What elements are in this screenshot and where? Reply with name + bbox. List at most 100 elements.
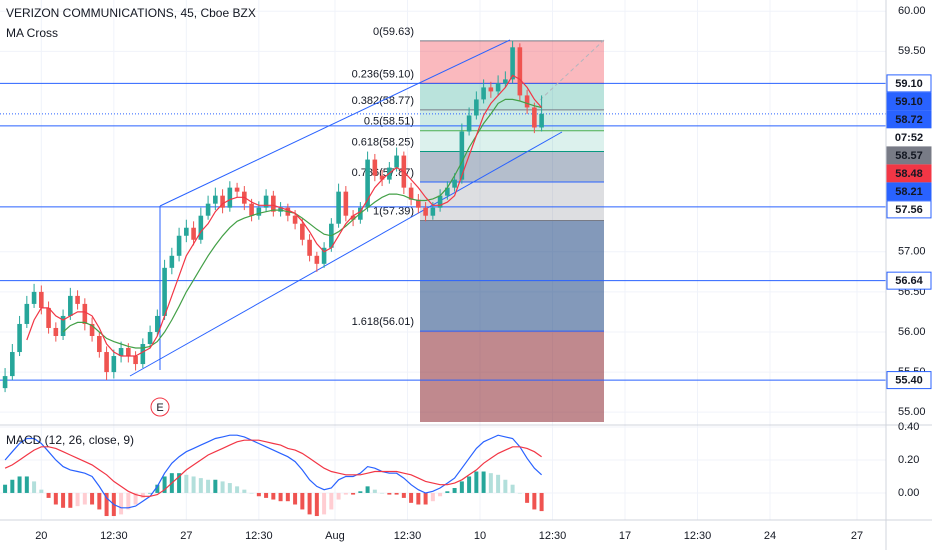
fib-zone [420, 331, 604, 422]
macd-hist-bar [3, 484, 8, 493]
macd-hist-bar [198, 478, 203, 493]
candle-body [176, 235, 182, 256]
macd-hist-bar [430, 492, 435, 502]
candle-body [379, 175, 385, 180]
price-badge-label: 57.56 [895, 204, 923, 216]
y-tick-label: 56.00 [898, 326, 926, 338]
chart-title: VERIZON COMMUNICATIONS, 45, Cboe BZX [6, 6, 256, 20]
drawings [129, 39, 605, 377]
earnings-marker [150, 397, 170, 417]
candle-body [423, 207, 428, 216]
macd-hist-bar [213, 479, 218, 493]
fib-zone [420, 83, 604, 110]
candle-body [394, 155, 399, 168]
candle-body [300, 223, 305, 240]
candle-body [532, 107, 537, 128]
macd-title: MACD (12, 26, close, 9) [6, 433, 134, 447]
x-tick-label: 17 [619, 530, 631, 542]
x-tick-label: Aug [325, 530, 345, 542]
candle-body [60, 315, 66, 336]
x-tick-label: 20 [35, 530, 47, 542]
price-badge [886, 128, 932, 147]
price-badge-label: 58.21 [895, 186, 923, 198]
candle-body [147, 331, 153, 345]
macd-hist-bar [75, 492, 80, 507]
macd-hist-bar [140, 492, 145, 498]
fib-zone [420, 130, 604, 152]
x-tick-label: 12:30 [245, 530, 273, 542]
price-badge-label: 59.10 [895, 78, 923, 90]
macd-hist-bar [365, 486, 370, 493]
candle-body [234, 187, 240, 192]
price-badge-label: 07:52 [895, 132, 923, 144]
trend-dashed [539, 39, 605, 101]
macd-hist-bar [17, 476, 22, 493]
ma-fast [26, 74, 543, 357]
macd-hist-bar [351, 492, 356, 495]
fib-label: 1.618(56.01) [352, 316, 414, 328]
macd-line [4, 434, 543, 509]
candle-body [445, 187, 450, 196]
candle-body [184, 227, 189, 236]
channel-upper [159, 39, 511, 207]
macd-hist-bar [496, 474, 501, 493]
candle-body [89, 323, 95, 336]
candle-body [271, 195, 276, 212]
macd-hist-bar [517, 492, 522, 494]
macd-hist-bar [126, 492, 131, 510]
macd-tick-label: 0.40 [898, 421, 919, 433]
price-badge [886, 182, 932, 201]
candle-body [466, 115, 472, 132]
macd-hist-bar [416, 492, 421, 505]
candle-body [68, 295, 73, 316]
price-badge-label: 58.72 [895, 114, 923, 126]
candle-body [539, 113, 544, 128]
macd-hist-bar [61, 492, 66, 508]
macd-hist-bar [474, 471, 479, 493]
candle-body [133, 356, 138, 365]
x-tick-label: 12:30 [684, 530, 712, 542]
macd-hist-bar [532, 492, 537, 510]
indicator-name: MA Cross [6, 26, 58, 40]
fib-zone [420, 109, 604, 131]
macd-hist-bar [162, 476, 167, 493]
candle-body [459, 131, 465, 180]
candle-body [220, 195, 225, 208]
macd-hist-bar [293, 492, 298, 505]
x-tick-label: 27 [851, 530, 863, 542]
x-tick-label: 27 [180, 530, 192, 542]
macd-hist-bar [503, 479, 508, 493]
macd-hist-bar [525, 492, 530, 503]
candle-body [31, 291, 37, 304]
candle-body [314, 255, 320, 264]
macd-hist-bar [271, 492, 276, 500]
macd-hist-bar [329, 492, 334, 510]
macd-hist-bar [452, 488, 457, 493]
macd-tick-label: 0.00 [898, 487, 919, 499]
macd-hist-bar [264, 492, 269, 498]
macd-hist-bar [24, 476, 29, 493]
y-tick-label: 57.00 [898, 246, 926, 258]
macd-hist-bar [220, 481, 225, 493]
price-badge-label: 59.10 [895, 96, 923, 108]
macd-hist-bar [300, 492, 305, 510]
candle-body [408, 187, 414, 200]
fib-zone [420, 220, 604, 332]
price-badge [886, 110, 932, 129]
candle-body [169, 255, 175, 268]
candle-body [365, 159, 370, 208]
macd-hist-bar [358, 491, 363, 493]
fib-label: 0.236(59.10) [352, 68, 414, 80]
macd-hist-bar [387, 492, 392, 495]
marks-layer: E [2, 40, 544, 517]
macd-hist-bar [206, 479, 211, 493]
price-badge [886, 92, 932, 111]
candle-body [191, 227, 196, 240]
candle-body [126, 348, 131, 357]
candle-body [452, 179, 457, 188]
macd-hist-bar [481, 471, 486, 493]
price-badge [886, 271, 932, 290]
channel-lower [129, 131, 563, 377]
macd-hist-bar [104, 492, 109, 517]
